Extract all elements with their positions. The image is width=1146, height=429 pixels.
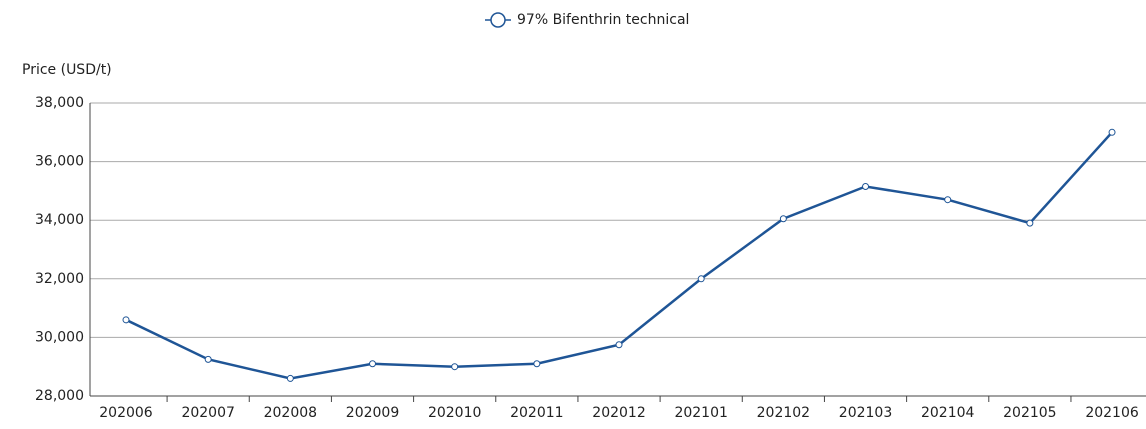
x-tick-label: 202103 xyxy=(839,405,892,421)
y-tick-label: 36,000 xyxy=(35,154,84,170)
data-point xyxy=(286,374,294,382)
data-point xyxy=(862,183,870,191)
x-tick-label: 202101 xyxy=(674,405,727,421)
x-tick-label: 202010 xyxy=(428,405,481,421)
y-axis-label: Price (USD/t) xyxy=(22,62,112,78)
data-point xyxy=(122,316,130,324)
data-point xyxy=(204,355,212,363)
data-point xyxy=(1026,219,1034,227)
x-tick-label: 202106 xyxy=(1085,405,1139,421)
x-tick-label: 202011 xyxy=(510,405,563,421)
data-point xyxy=(533,360,541,368)
y-tick-label: 34,000 xyxy=(35,212,84,228)
x-tick-label: 202105 xyxy=(1003,405,1056,421)
legend-marker xyxy=(490,12,506,28)
x-tick-label: 202012 xyxy=(592,405,645,421)
y-tick-label: 32,000 xyxy=(35,271,84,287)
legend-label: 97% Bifenthrin technical xyxy=(517,12,689,28)
x-tick-label: 202009 xyxy=(346,405,399,421)
data-point xyxy=(451,363,459,371)
data-point xyxy=(369,360,377,368)
data-point xyxy=(1108,128,1116,136)
data-point xyxy=(944,196,952,204)
x-tick-label: 202102 xyxy=(757,405,810,421)
x-tick-label: 202104 xyxy=(921,405,975,421)
x-tick-label: 202008 xyxy=(264,405,317,421)
x-tick-label: 202006 xyxy=(99,405,153,421)
data-point xyxy=(697,275,705,283)
data-point xyxy=(779,215,787,223)
y-tick-label: 30,000 xyxy=(35,329,84,345)
y-tick-label: 38,000 xyxy=(35,95,84,111)
x-tick-label: 202007 xyxy=(181,405,234,421)
y-tick-label: 28,000 xyxy=(35,388,84,404)
data-point xyxy=(615,341,623,349)
